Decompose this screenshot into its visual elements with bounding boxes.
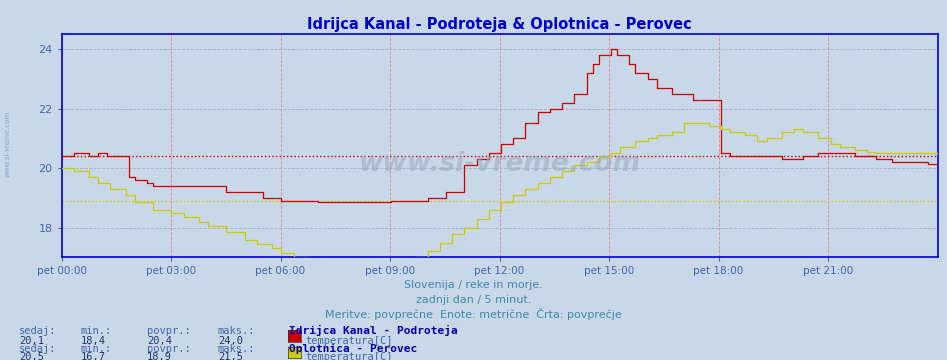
Title: Idrijca Kanal - Podroteja & Oplotnica - Perovec: Idrijca Kanal - Podroteja & Oplotnica - … (307, 17, 692, 32)
Text: Idrijca Kanal - Podroteja: Idrijca Kanal - Podroteja (289, 325, 457, 336)
Text: Oplotnica - Perovec: Oplotnica - Perovec (289, 344, 417, 354)
Text: maks.:: maks.: (218, 326, 256, 336)
Text: min.:: min.: (80, 326, 112, 336)
Text: 18,9: 18,9 (147, 352, 171, 360)
Text: Slovenija / reke in morje.: Slovenija / reke in morje. (404, 280, 543, 290)
Text: 18,4: 18,4 (80, 336, 105, 346)
Text: 24,0: 24,0 (218, 336, 242, 346)
Text: 16,7: 16,7 (80, 352, 105, 360)
Text: www.si-vreme.com: www.si-vreme.com (359, 150, 640, 177)
Text: min.:: min.: (80, 344, 112, 354)
Text: maks.:: maks.: (218, 344, 256, 354)
Text: temperatura[C]: temperatura[C] (306, 352, 393, 360)
Text: povpr.:: povpr.: (147, 326, 190, 336)
Text: www.si-vreme.com: www.si-vreme.com (5, 111, 10, 177)
Text: 20,4: 20,4 (147, 336, 171, 346)
Text: 20,5: 20,5 (19, 352, 44, 360)
Text: povpr.:: povpr.: (147, 344, 190, 354)
Text: sedaj:: sedaj: (19, 326, 57, 336)
Text: sedaj:: sedaj: (19, 344, 57, 354)
Text: Meritve: povprečne  Enote: metrične  Črta: povprečje: Meritve: povprečne Enote: metrične Črta:… (325, 308, 622, 320)
Text: 20,1: 20,1 (19, 336, 44, 346)
Text: temperatura[C]: temperatura[C] (306, 336, 393, 346)
Text: 21,5: 21,5 (218, 352, 242, 360)
Text: zadnji dan / 5 minut.: zadnji dan / 5 minut. (416, 295, 531, 305)
